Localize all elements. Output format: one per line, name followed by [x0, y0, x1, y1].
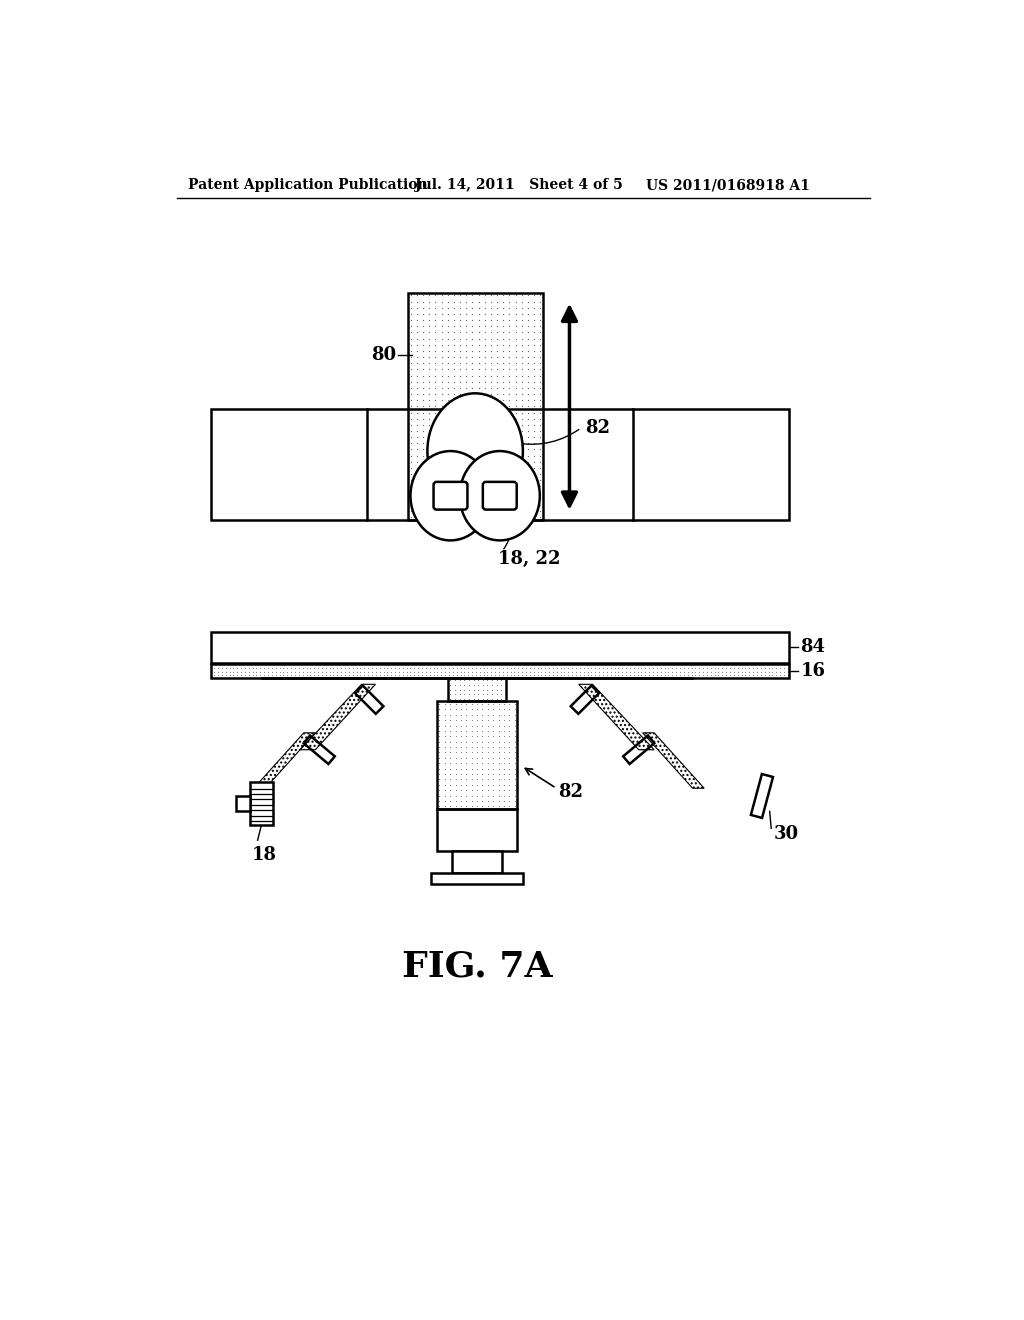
- Bar: [449, 678, 506, 701]
- Bar: [211, 632, 788, 663]
- FancyBboxPatch shape: [433, 482, 467, 510]
- Bar: [570, 685, 599, 714]
- Bar: [431, 873, 523, 884]
- Text: 18: 18: [252, 846, 278, 865]
- Bar: [211, 409, 788, 520]
- Bar: [436, 809, 517, 851]
- Text: 82: 82: [558, 783, 583, 801]
- Text: US 2011/0168918 A1: US 2011/0168918 A1: [646, 178, 810, 193]
- FancyBboxPatch shape: [483, 482, 517, 510]
- Bar: [250, 783, 273, 825]
- Text: 80: 80: [371, 346, 396, 364]
- Text: 84: 84: [801, 639, 825, 656]
- Text: 30: 30: [773, 825, 799, 843]
- Bar: [452, 851, 502, 873]
- Bar: [237, 796, 250, 812]
- Ellipse shape: [460, 451, 540, 540]
- Ellipse shape: [427, 393, 523, 508]
- Bar: [211, 664, 788, 678]
- Text: Jul. 14, 2011   Sheet 4 of 5: Jul. 14, 2011 Sheet 4 of 5: [416, 178, 624, 193]
- Ellipse shape: [411, 451, 490, 540]
- Bar: [303, 735, 335, 764]
- Bar: [408, 293, 543, 520]
- Bar: [436, 701, 517, 809]
- Bar: [751, 774, 773, 818]
- Text: 82: 82: [585, 418, 610, 437]
- Text: 18, 22: 18, 22: [499, 550, 561, 568]
- Text: Patent Application Publication: Patent Application Publication: [188, 178, 428, 193]
- Text: FIG. 7A: FIG. 7A: [401, 950, 552, 983]
- Text: 16: 16: [801, 663, 825, 680]
- Bar: [624, 735, 654, 764]
- Bar: [355, 685, 383, 714]
